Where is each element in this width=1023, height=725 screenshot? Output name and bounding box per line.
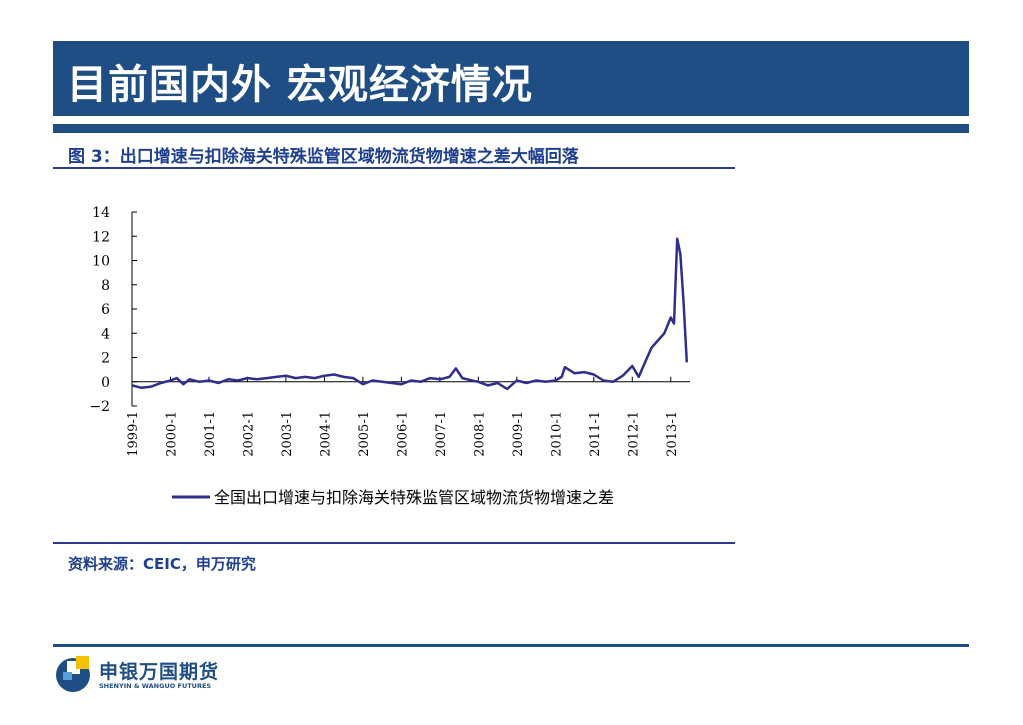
figure-caption: 图 3：出口增速与扣除海关特殊监管区域物流货物增速之差大幅回落 xyxy=(68,147,579,167)
source-note: 资料来源：CEIC，申万研究 xyxy=(68,555,256,573)
x-tick-label: 2005-1 xyxy=(357,411,372,457)
logo-name-en: SHENYIN & WANGUO FUTURES xyxy=(99,682,212,690)
logo-icon xyxy=(56,656,90,692)
chart: 14 12 10 8 6 4 2 0 −2 1999-1 2000-1 2001-1 2002-1 20… xyxy=(60,185,740,525)
x-tick-label: 2009-1 xyxy=(511,411,526,457)
x-tick-label: 2012-1 xyxy=(626,411,641,457)
x-tick-label: 2010-1 xyxy=(549,411,564,457)
title-bar: 目前国内外 宏观经济情况 xyxy=(53,41,969,116)
y-tick-label: 0 xyxy=(101,375,110,391)
series-line xyxy=(131,237,689,391)
x-tick-label: 2013-1 xyxy=(665,411,680,457)
x-tick-label: 2006-1 xyxy=(395,411,410,457)
x-tick-label: 2000-1 xyxy=(164,411,179,457)
y-tick-label: 10 xyxy=(92,254,110,270)
y-tick-label: −2 xyxy=(89,399,110,415)
footer-rule xyxy=(53,644,969,647)
x-tick-label: 2002-1 xyxy=(241,411,256,457)
legend-label: 全国出口增速与扣除海关特殊监管区域物流货物增速之差 xyxy=(214,488,614,507)
x-axis: 1999-1 2000-1 2001-1 2002-1 2003-1 2004-1 2005… xyxy=(126,376,690,457)
x-tick-label: 2007-1 xyxy=(434,411,449,457)
y-tick-label: 4 xyxy=(101,326,110,342)
logo-name-cn: 申银万国期货 xyxy=(99,661,220,683)
x-tick-label: 2001-1 xyxy=(203,411,218,457)
y-tick-label: 2 xyxy=(101,351,110,367)
x-tick-label: 2011-1 xyxy=(588,411,603,457)
y-tick-label: 8 xyxy=(101,278,110,294)
page-title: 目前国内外 宏观经济情况 xyxy=(67,62,533,108)
x-tick-label: 2004-1 xyxy=(318,411,333,457)
title-underline xyxy=(53,124,969,133)
source-rule xyxy=(53,542,735,544)
legend: 全国出口增速与扣除海关特殊监管区域物流货物增速之差 xyxy=(172,488,614,507)
y-tick-label: 14 xyxy=(92,205,110,221)
caption-rule xyxy=(53,167,735,169)
y-tick-label: 12 xyxy=(92,229,110,245)
series-layer xyxy=(131,237,689,391)
x-tick-label: 2008-1 xyxy=(472,411,487,457)
x-tick-label: 1999-1 xyxy=(126,411,141,457)
line-chart: 14 12 10 8 6 4 2 0 −2 1999-1 2000-1 2001-1 2002-1 20… xyxy=(89,205,690,507)
y-tick-label: 6 xyxy=(101,302,110,318)
company-logo: 申银万国期货 SHENYIN & WANGUO FUTURES xyxy=(52,652,252,694)
x-tick-label: 2003-1 xyxy=(280,411,295,457)
y-axis: 14 12 10 8 6 4 2 0 −2 xyxy=(89,205,137,415)
